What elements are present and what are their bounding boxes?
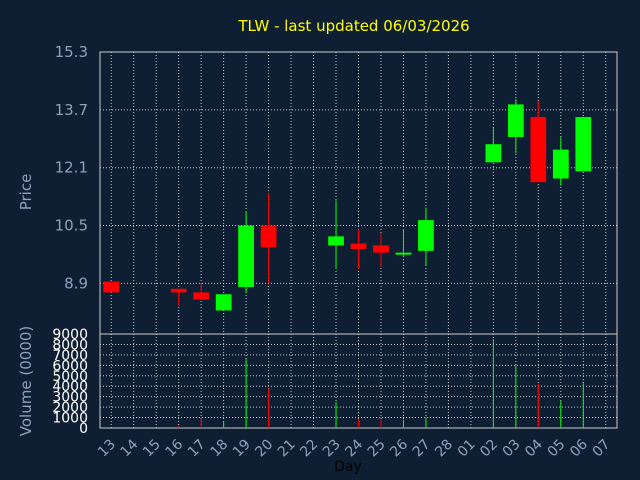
price-panel: 8.9 10.5 12.1 13.7 15.3 [55,43,618,335]
volume-tick-label: 4000 [52,379,88,395]
x-tick-label: 27 [410,436,434,460]
candle-body [552,149,569,179]
x-tick-label: 14 [118,436,142,460]
volume-tick-label: 9000 [52,327,88,343]
price-tick-label: 15.3 [55,43,88,61]
candles-layer [103,99,592,311]
chart-title: TLW - last updated 06/03/2026 [237,17,469,35]
x-tick-label: 05 [545,436,569,460]
volume-tick-label: 0 [79,421,88,437]
volume-axis-label: Volume (0000) [17,326,35,436]
x-tick-label: 28 [432,436,456,460]
x-tick-label: 07 [590,436,614,460]
candle-body [193,292,210,300]
x-tick-label: 21 [275,436,299,460]
x-tick-label: 19 [230,436,254,460]
candle-body [215,294,232,311]
x-tick-label: 06 [567,436,591,460]
price-tick-label: 10.5 [55,217,88,235]
candle-body [103,281,120,293]
x-tick-labels: 1314151617181920212223242526272801020304… [95,436,613,460]
x-axis-label: Day [334,459,362,475]
candle-body [373,245,389,253]
x-tick-label: 22 [297,436,321,460]
candle-body [170,288,187,293]
price-tick-label: 13.7 [55,101,88,119]
volume-tick-label: 5000 [52,369,88,385]
x-tick-label: 03 [500,436,524,460]
x-tick-label: 18 [207,436,231,460]
volume-tick-label: 6000 [52,358,88,374]
price-tick-label: 8.9 [64,274,88,292]
candle-body [575,117,592,172]
candle-body [350,243,367,250]
x-tick-label: 15 [140,436,164,460]
price-tick-label: 12.1 [55,159,88,177]
x-tick-label: 16 [163,436,187,460]
x-tick-label: 02 [477,436,501,460]
x-tick-label: 26 [387,436,411,460]
candle-body [395,252,412,255]
x-tick-label: 20 [252,436,276,460]
volume-tick-label: 3000 [52,390,88,406]
candle-body [238,225,254,287]
x-tick-label: 13 [95,436,119,460]
volume-tick-label: 8000 [52,337,88,353]
candle-body [328,236,344,246]
candle-body [260,225,277,248]
x-tick-label: 01 [455,436,479,460]
x-tick-label: 24 [342,436,366,460]
x-tick-label: 17 [185,436,209,460]
volume-panel-border [99,333,618,429]
candle-body [507,104,524,137]
price-axis-label: Price [17,174,35,211]
volume-tick-label: 2000 [52,400,88,416]
candle-body [485,144,502,163]
volume-tick-label: 7000 [52,348,88,364]
x-tick-label: 23 [320,436,344,460]
candle-body [418,220,434,251]
candle-body [530,117,547,183]
x-tick-label: 04 [522,436,546,460]
x-tick-label: 25 [365,436,389,460]
volume-tick-label: 1000 [52,411,88,427]
